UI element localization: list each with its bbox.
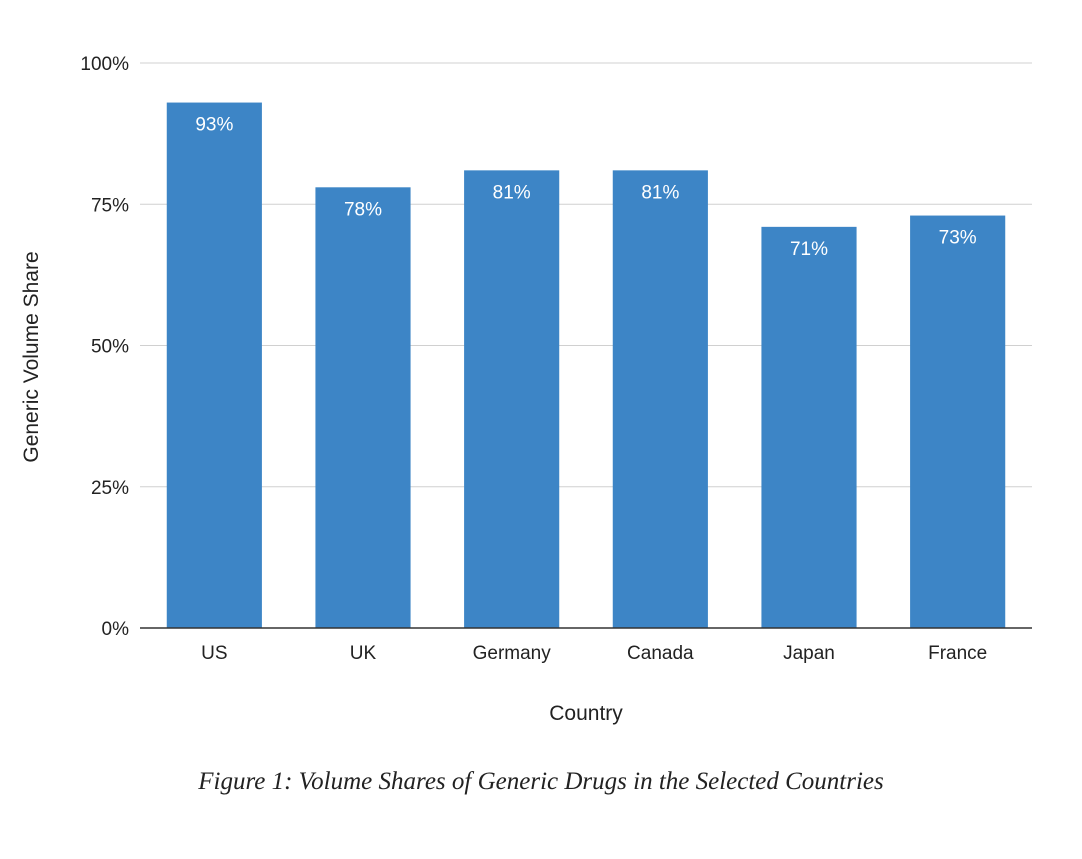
gridlines: [140, 62, 1032, 488]
x-tick-label: Japan: [783, 643, 835, 664]
x-tick-label: France: [928, 643, 987, 664]
bar-value-label: 93%: [195, 115, 233, 136]
x-axis-title: Country: [549, 702, 623, 725]
bar-value-label: 81%: [641, 182, 679, 203]
y-tick-label: 100%: [80, 54, 129, 75]
bar-value-label: 81%: [493, 182, 531, 203]
x-tick-label: Canada: [627, 643, 694, 664]
bar: [612, 170, 708, 628]
x-tick-label: UK: [350, 643, 377, 664]
x-tick-label: Germany: [473, 643, 552, 664]
bar: [166, 102, 262, 629]
bar-value-label: 71%: [790, 239, 828, 260]
x-tick-label: US: [201, 643, 227, 664]
bar-value-label: 78%: [344, 199, 382, 220]
figure-caption: Figure 1: Volume Shares of Generic Drugs…: [198, 768, 884, 795]
y-tick-label: 75%: [91, 195, 129, 216]
bar: [315, 187, 411, 629]
y-tick-label: 25%: [91, 478, 129, 499]
y-axis-ticks: 0% 25% 50% 75% 100%: [80, 54, 129, 640]
bars: 93% 78% 81% 81% 71% 73%: [166, 102, 1006, 629]
y-tick-label: 50%: [91, 337, 129, 358]
bar: [761, 226, 857, 628]
bar-value-label: 73%: [939, 228, 977, 249]
bar: [910, 215, 1006, 629]
y-tick-label: 0%: [102, 619, 130, 640]
y-axis-title: Generic Volume Share: [20, 251, 43, 462]
x-axis-ticks: US UK Germany Canada Japan France: [201, 643, 987, 664]
bar: [464, 170, 560, 628]
